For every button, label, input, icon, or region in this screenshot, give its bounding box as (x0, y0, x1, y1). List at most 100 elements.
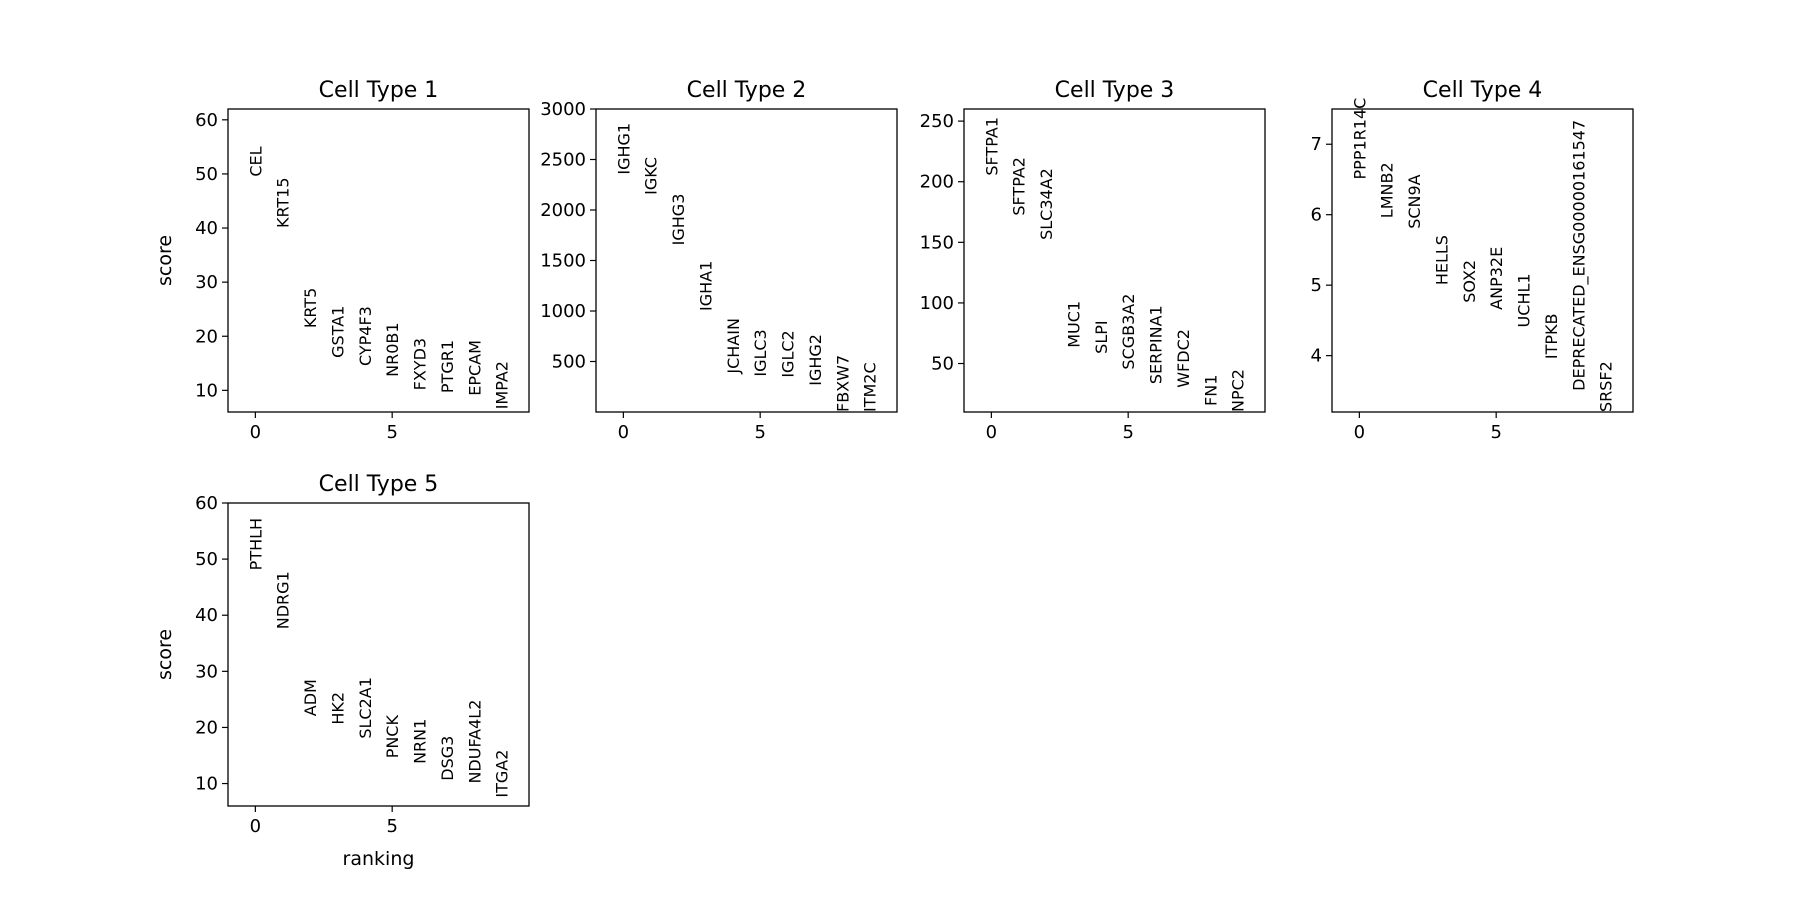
gene-label: IGHG3 (669, 194, 688, 246)
gene-label: NDRG1 (274, 571, 293, 629)
panel-cell-type-3: Cell Type 3 0 5 50 100 150 200 250 SFTPA1 SFTPA2 S… (920, 78, 1266, 443)
y-tick-label: 50 (195, 164, 218, 185)
y-tick-label: 20 (195, 717, 218, 738)
gene-label: MUC1 (1064, 301, 1083, 348)
gene-label: SOX2 (1460, 260, 1479, 303)
x-tick-label: 0 (250, 816, 261, 837)
gene-label: HELLS (1432, 235, 1451, 285)
gene-label: IGHA1 (696, 261, 715, 311)
axes-frame (1331, 108, 1634, 413)
gene-label: HK2 (328, 692, 347, 725)
y-tick-label: 3000 (540, 99, 586, 120)
gene-label: IGHG1 (614, 123, 633, 175)
gene-label: EPCAM (465, 340, 484, 396)
y-tick-label: 5 (1311, 275, 1322, 296)
gene-label: DEPRECATED_ENSG00000161547 (1569, 120, 1589, 391)
y-tick-label: 10 (195, 380, 218, 401)
y-tick-label: 250 (920, 111, 954, 132)
x-tick-label: 5 (1490, 422, 1501, 443)
y-axis-label: score (154, 235, 176, 286)
gene-label: IGLC2 (779, 330, 798, 377)
y-tick-label: 20 (195, 326, 218, 347)
y-tick-label: 2000 (540, 200, 586, 221)
y-tick-label: 30 (195, 661, 218, 682)
gene-label: ITGA2 (493, 750, 512, 798)
gene-label: IGLC3 (751, 329, 770, 376)
y-tick-label: 10 (195, 774, 218, 795)
gene-label: SLPI (1092, 320, 1111, 353)
x-tick-label: 5 (386, 422, 397, 443)
gene-label: NDUFA4L2 (465, 700, 484, 784)
gene-label: NR0B1 (383, 322, 402, 376)
gene-label: NPC2 (1229, 369, 1248, 412)
gene-label: NRN1 (411, 719, 430, 764)
y-tick-label: 40 (195, 218, 218, 239)
gene-label: ITM2C (861, 362, 880, 412)
y-tick-label: 6 (1311, 205, 1322, 226)
gene-label: FXYD3 (411, 338, 430, 390)
gene-label: SLC2A1 (356, 677, 375, 739)
gene-label: KRT5 (301, 288, 320, 328)
gene-label: IMPA2 (493, 361, 512, 409)
x-tick-label: 5 (386, 816, 397, 837)
x-tick-label: 0 (250, 422, 261, 443)
gene-label: PPP1R14C (1350, 98, 1369, 180)
x-tick-label: 0 (1354, 422, 1365, 443)
gene-label: PTGR1 (438, 340, 457, 393)
gene-label: PTHLH (246, 518, 265, 570)
gene-label: CYP4F3 (356, 306, 375, 366)
y-tick-label: 500 (552, 352, 586, 373)
gene-label: ANP32E (1487, 247, 1506, 310)
panel-cell-type-2: Cell Type 2 0 5 500 1000 1500 2000 2500 3000 IGHG… (540, 78, 898, 443)
x-tick-label: 0 (618, 422, 629, 443)
y-axis-label: score (154, 629, 176, 680)
y-tick-label: 1500 (540, 251, 586, 272)
gene-label: SCGB3A2 (1119, 294, 1138, 370)
gene-label: SLC34A2 (1037, 168, 1056, 240)
gene-label: UCHL1 (1515, 273, 1534, 327)
y-tick-label: 7 (1311, 134, 1322, 155)
y-tick-label: 150 (920, 232, 954, 253)
gene-label: DSG3 (438, 736, 457, 781)
y-tick-label: 200 (920, 172, 954, 193)
gene-label: IGHG2 (806, 334, 825, 386)
gene-label: FN1 (1201, 375, 1220, 406)
x-tick-label: 5 (1122, 422, 1133, 443)
gene-label: FBXW7 (833, 355, 852, 412)
gene-label: IGKC (642, 157, 661, 195)
y-tick-label: 4 (1311, 346, 1322, 367)
gene-label: CEL (246, 146, 265, 176)
gene-label: JCHAIN (724, 318, 743, 375)
gene-label: SERPINA1 (1147, 305, 1166, 384)
gene-label: ITPKB (1542, 314, 1561, 360)
gene-label: KRT15 (274, 177, 293, 228)
gene-label: SFTPA1 (982, 117, 1001, 176)
gene-label: SCN9A (1405, 174, 1424, 228)
panel-cell-type-1: Cell Type 1 0 5 10 20 30 40 50 60 score CEL KRT15 KR… (154, 78, 530, 443)
panel-title: Cell Type 3 (1055, 78, 1175, 103)
y-tick-label: 30 (195, 272, 218, 293)
y-tick-label: 60 (195, 493, 218, 514)
axes-frame (227, 502, 530, 807)
y-tick-label: 50 (931, 354, 954, 375)
y-tick-label: 1000 (540, 301, 586, 322)
y-tick-label: 60 (195, 110, 218, 131)
gene-label: ADM (301, 679, 320, 716)
gene-label: GSTA1 (328, 306, 347, 358)
gene-label: SRSF2 (1597, 361, 1616, 412)
panel-cell-type-4: Cell Type 4 0 5 4 5 6 7 PPP1R14C LMNB2 SCN9A HELLS… (1311, 78, 1634, 443)
axes-frame (227, 108, 530, 413)
axes-frame (963, 108, 1266, 413)
gene-label: WFDC2 (1174, 329, 1193, 388)
gene-label: SFTPA2 (1010, 157, 1029, 216)
panel-title: Cell Type 4 (1423, 78, 1543, 103)
gene-label: PNCK (383, 715, 402, 759)
panel-title: Cell Type 2 (687, 78, 807, 103)
y-tick-label: 40 (195, 605, 218, 626)
x-tick-label: 0 (986, 422, 997, 443)
panel-title: Cell Type 1 (319, 78, 439, 103)
gene-label: LMNB2 (1378, 162, 1397, 218)
y-tick-label: 2500 (540, 150, 586, 171)
panel-cell-type-5: Cell Type 5 0 5 10 20 30 40 50 60 score ranking PTH… (154, 472, 530, 870)
y-tick-label: 100 (920, 293, 954, 314)
